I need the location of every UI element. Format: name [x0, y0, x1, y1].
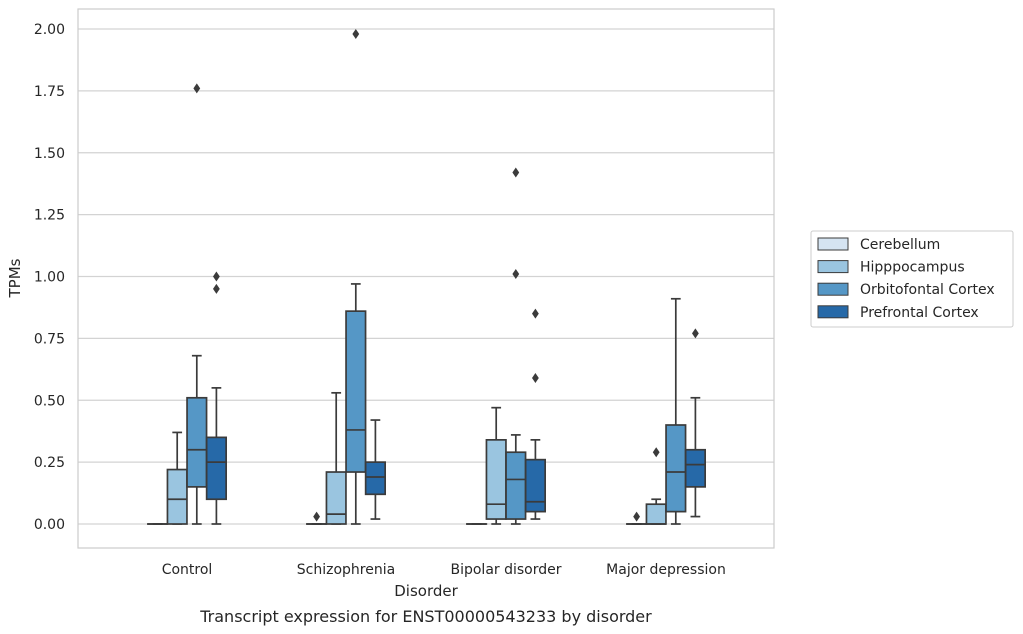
y-tick-label: 2.00	[34, 22, 65, 38]
box	[325, 391, 347, 525]
box	[306, 511, 328, 525]
outlier-point	[213, 283, 220, 294]
series-hipppocampus	[166, 391, 667, 525]
series-orbitofontal-cortex	[186, 28, 687, 525]
box	[205, 271, 227, 525]
plot-area	[147, 28, 707, 525]
y-tick-label: 1.75	[34, 84, 65, 100]
box	[524, 308, 547, 520]
legend-frame	[810, 230, 1014, 328]
y-axis-ticks: 0.00 0.25 0.50 0.75 1.00 1.25 1.50 1.75 2.00	[34, 22, 65, 533]
series-cerebellum	[147, 511, 648, 525]
box-body	[364, 461, 386, 496]
box	[625, 511, 648, 525]
box	[665, 297, 687, 525]
outlier-point	[532, 308, 539, 319]
legend-label: Orbitofontal Cortex	[860, 282, 995, 298]
box-body	[684, 448, 707, 488]
legend: Cerebellum Hipppocampus Orbitofontal Corte…	[810, 230, 1014, 328]
legend-swatch	[817, 282, 849, 296]
legend-swatch	[817, 305, 849, 319]
box	[364, 419, 386, 520]
legend-item: Prefrontal Cortex	[817, 305, 979, 321]
y-tick-label: 0.00	[34, 517, 65, 533]
x-tick-label: Control	[162, 562, 213, 578]
box-body	[345, 310, 367, 473]
legend-item: Cerebellum	[817, 237, 940, 253]
box-body	[325, 471, 347, 525]
outlier-point	[633, 511, 640, 522]
x-axis-ticks: Control Schizophrenia Bipolar disorder Majo…	[162, 562, 726, 578]
box-body	[665, 424, 687, 513]
legend-label: Prefrontal Cortex	[860, 305, 979, 321]
box	[684, 328, 707, 518]
x-tick-label: Schizophrenia	[297, 562, 395, 578]
box-body	[645, 503, 667, 525]
x-axis-label: Disorder	[394, 582, 458, 600]
plot-frame	[77, 8, 775, 549]
x-tick-label: Major depression	[606, 562, 726, 578]
y-axis-label: TPMs	[6, 258, 24, 298]
legend-item: Hipppocampus	[817, 260, 965, 276]
outlier-point	[652, 447, 660, 458]
box	[645, 447, 667, 525]
outlier-point	[532, 372, 539, 383]
outlier-point	[512, 269, 520, 280]
outlier-point	[213, 271, 220, 282]
y-tick-label: 0.25	[34, 455, 65, 471]
legend-label: Hipppocampus	[860, 260, 965, 276]
outlier-point	[193, 83, 201, 94]
box-body	[524, 458, 547, 513]
y-tick-label: 1.00	[34, 270, 65, 286]
x-tick-label: Bipolar disorder	[450, 562, 561, 578]
outlier-point	[692, 328, 699, 339]
box-body	[205, 436, 227, 501]
box-body	[186, 396, 208, 488]
legend-item: Orbitofontal Cortex	[817, 282, 995, 298]
box	[505, 167, 527, 525]
figure-caption: Transcript expression for ENST0000054323…	[199, 607, 652, 626]
legend-swatch	[817, 260, 849, 274]
outlier-point	[313, 511, 320, 522]
y-tick-label: 1.50	[34, 146, 65, 162]
y-tick-label: 0.50	[34, 393, 65, 409]
box-body	[485, 439, 507, 520]
outlier-point	[512, 167, 520, 178]
box	[186, 83, 208, 525]
box	[166, 431, 188, 525]
series-prefrontal-cortex	[205, 271, 707, 525]
y-tick-label: 0.75	[34, 331, 65, 347]
outlier-point	[352, 28, 360, 39]
legend-swatch	[817, 237, 849, 251]
box-body	[505, 451, 527, 520]
y-tick-label: 1.25	[34, 208, 65, 224]
box-body	[166, 468, 188, 525]
box	[485, 406, 507, 525]
legend-label: Cerebellum	[860, 237, 940, 253]
box	[345, 28, 367, 525]
